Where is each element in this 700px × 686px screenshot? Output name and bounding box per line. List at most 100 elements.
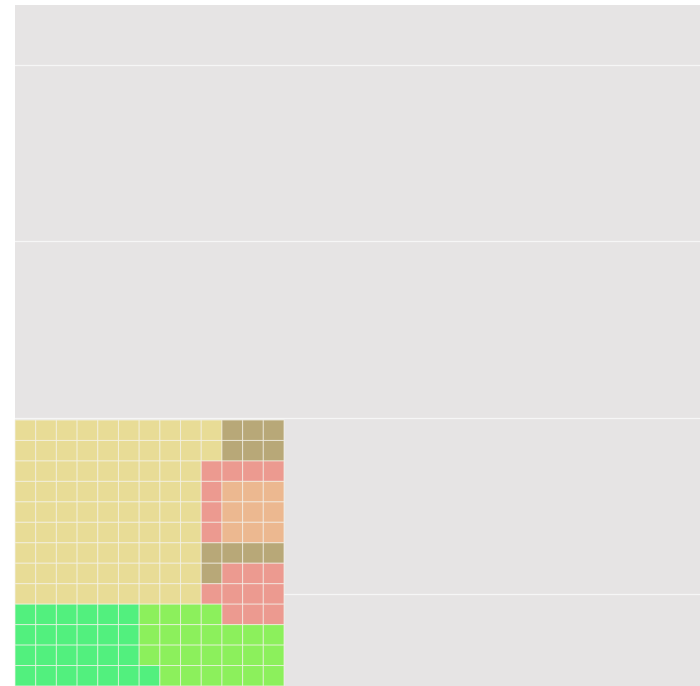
cell xyxy=(97,439,119,462)
cell xyxy=(262,480,285,503)
cell xyxy=(221,419,244,441)
cell xyxy=(262,542,285,564)
cell xyxy=(55,583,78,605)
cell xyxy=(221,521,244,544)
cell xyxy=(76,521,99,544)
cell xyxy=(97,542,119,564)
cell xyxy=(117,542,140,564)
cell xyxy=(159,521,182,544)
cell xyxy=(55,419,78,441)
cell xyxy=(14,583,37,605)
cell xyxy=(35,603,57,626)
cell xyxy=(180,542,202,564)
cell xyxy=(55,624,78,646)
cell xyxy=(242,583,264,605)
cell xyxy=(35,460,57,482)
cell xyxy=(35,665,57,686)
cell xyxy=(138,439,161,462)
cell xyxy=(14,439,37,462)
cell xyxy=(159,480,182,503)
cell xyxy=(35,521,57,544)
cell xyxy=(117,665,140,686)
cell xyxy=(242,562,264,585)
cell xyxy=(55,644,78,667)
cell xyxy=(242,542,264,564)
cell xyxy=(35,562,57,585)
cell xyxy=(200,542,223,564)
cell xyxy=(55,603,78,626)
cell xyxy=(138,521,161,544)
cell xyxy=(159,562,182,585)
cell xyxy=(117,624,140,646)
cell xyxy=(14,562,37,585)
cell xyxy=(97,583,119,605)
cell xyxy=(55,542,78,564)
cell xyxy=(55,665,78,686)
cell xyxy=(97,521,119,544)
cell xyxy=(138,501,161,523)
cell xyxy=(221,644,244,667)
cell xyxy=(180,419,202,441)
cell xyxy=(242,665,264,686)
cell xyxy=(76,501,99,523)
cell xyxy=(55,521,78,544)
cell xyxy=(117,644,140,667)
cell xyxy=(14,624,37,646)
cell xyxy=(262,562,285,585)
cell xyxy=(180,521,202,544)
cell xyxy=(242,624,264,646)
cell xyxy=(76,439,99,462)
cell xyxy=(117,480,140,503)
cell xyxy=(159,439,182,462)
cell xyxy=(221,624,244,646)
cell xyxy=(242,480,264,503)
cell xyxy=(200,419,223,441)
cell xyxy=(14,665,37,686)
cell xyxy=(97,603,119,626)
cell xyxy=(200,624,223,646)
cell xyxy=(200,644,223,667)
cell xyxy=(262,583,285,605)
cell xyxy=(200,460,223,482)
cell xyxy=(97,480,119,503)
cell xyxy=(200,480,223,503)
cell xyxy=(180,460,202,482)
cell xyxy=(262,460,285,482)
cell xyxy=(200,439,223,462)
cell xyxy=(76,644,99,667)
cell xyxy=(35,439,57,462)
cell xyxy=(35,583,57,605)
cell xyxy=(14,501,37,523)
cell xyxy=(242,439,264,462)
cell xyxy=(159,624,182,646)
cell xyxy=(262,521,285,544)
cell xyxy=(180,665,202,686)
cell xyxy=(159,542,182,564)
cell xyxy=(159,644,182,667)
cell xyxy=(14,460,37,482)
cell xyxy=(117,562,140,585)
cell xyxy=(221,583,244,605)
cell xyxy=(221,603,244,626)
cell xyxy=(242,603,264,626)
cell xyxy=(76,419,99,441)
cell xyxy=(97,501,119,523)
cell xyxy=(180,644,202,667)
cell xyxy=(117,501,140,523)
cell xyxy=(200,583,223,605)
cell xyxy=(262,665,285,686)
cell xyxy=(138,603,161,626)
cell xyxy=(180,624,202,646)
cell xyxy=(97,562,119,585)
cell xyxy=(180,562,202,585)
cell xyxy=(117,603,140,626)
cell xyxy=(221,542,244,564)
cell xyxy=(242,521,264,544)
cell xyxy=(14,419,37,441)
cell xyxy=(55,480,78,503)
cell xyxy=(138,665,161,686)
cell xyxy=(97,624,119,646)
cell xyxy=(159,460,182,482)
